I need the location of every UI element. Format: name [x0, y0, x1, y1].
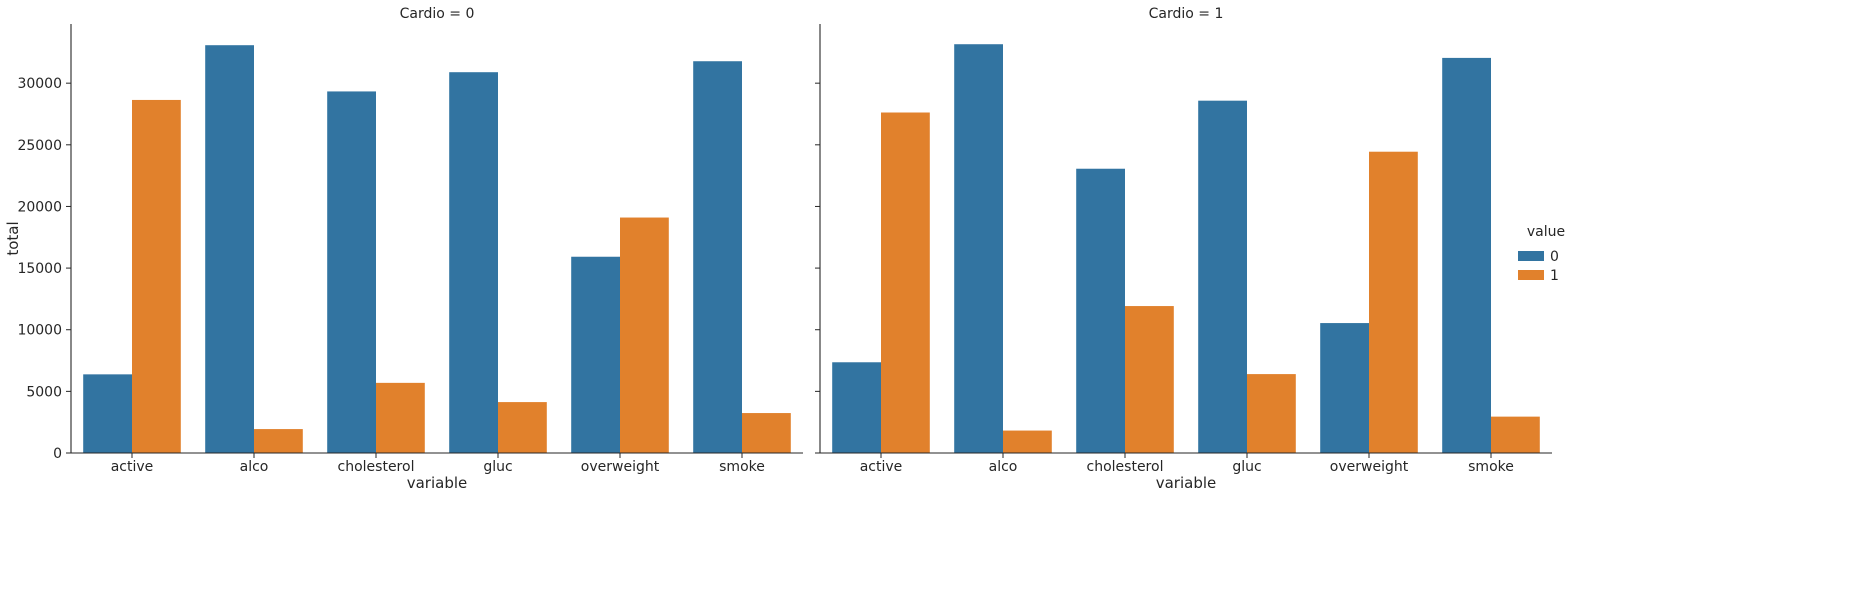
bar-active-value-1-panel-1 [881, 112, 930, 453]
bar-active-value-0-panel-0 [83, 374, 132, 453]
bar-overweight-value-0-panel-0 [571, 256, 620, 453]
legend-label-1: 1 [1550, 268, 1559, 284]
x-tick-label-gluc: gluc [1232, 459, 1261, 475]
bar-gluc-value-1-panel-0 [498, 402, 547, 453]
bar-gluc-value-0-panel-1 [1198, 100, 1247, 454]
legend-swatch-1 [1518, 270, 1544, 280]
x-tick-label-cholesterol: cholesterol [1087, 459, 1164, 475]
y-tick-label-25000: 25000 [17, 138, 62, 154]
x-tick-label-alco: alco [989, 459, 1018, 475]
legend-title: value [1527, 224, 1565, 240]
x-tick-label-overweight: overweight [1330, 459, 1409, 475]
legend-label-0: 0 [1550, 249, 1559, 265]
bar-active-value-1-panel-0 [132, 99, 181, 453]
bar-alco-value-0-panel-0 [205, 45, 254, 453]
x-tick-label-smoke: smoke [719, 459, 765, 475]
bar-smoke-value-1-panel-0 [742, 413, 791, 453]
x-axis-title-0: variable [407, 474, 468, 492]
x-tick-label-active: active [860, 459, 903, 475]
bar-cholesterol-value-0-panel-0 [327, 91, 376, 454]
y-tick-label-15000: 15000 [17, 261, 62, 277]
bar-active-value-0-panel-1 [832, 362, 881, 453]
y-axis-title: total [4, 221, 22, 255]
bar-smoke-value-0-panel-0 [693, 61, 742, 453]
bar-cholesterol-value-0-panel-1 [1076, 168, 1125, 454]
x-tick-label-active: active [111, 459, 154, 475]
bar-alco-value-1-panel-0 [254, 429, 303, 453]
bar-overweight-value-0-panel-1 [1320, 323, 1369, 453]
panel-title-1: Cardio = 1 [1149, 6, 1224, 22]
panel-title-0: Cardio = 0 [400, 6, 475, 22]
bar-alco-value-0-panel-1 [954, 44, 1003, 453]
bar-gluc-value-0-panel-0 [449, 72, 498, 453]
bar-overweight-value-1-panel-0 [620, 217, 669, 453]
y-tick-label-5000: 5000 [26, 384, 62, 400]
y-tick-label-0: 0 [53, 446, 62, 462]
y-tick-label-10000: 10000 [17, 323, 62, 339]
bar-gluc-value-1-panel-1 [1247, 374, 1296, 453]
bar-overweight-value-1-panel-1 [1369, 151, 1418, 453]
x-tick-label-gluc: gluc [483, 459, 512, 475]
bar-alco-value-1-panel-1 [1003, 430, 1052, 453]
x-axis-title-1: variable [1156, 474, 1217, 492]
bar-smoke-value-0-panel-1 [1442, 57, 1491, 454]
bar-cholesterol-value-1-panel-0 [376, 382, 425, 453]
x-tick-label-cholesterol: cholesterol [338, 459, 415, 475]
bar-cholesterol-value-1-panel-1 [1125, 306, 1174, 453]
bar-smoke-value-1-panel-1 [1491, 416, 1540, 453]
x-tick-label-smoke: smoke [1468, 459, 1514, 475]
y-tick-label-30000: 30000 [17, 76, 62, 92]
legend-swatch-0 [1518, 251, 1544, 261]
y-tick-label-20000: 20000 [17, 199, 62, 215]
x-tick-label-alco: alco [240, 459, 269, 475]
x-tick-label-overweight: overweight [581, 459, 660, 475]
